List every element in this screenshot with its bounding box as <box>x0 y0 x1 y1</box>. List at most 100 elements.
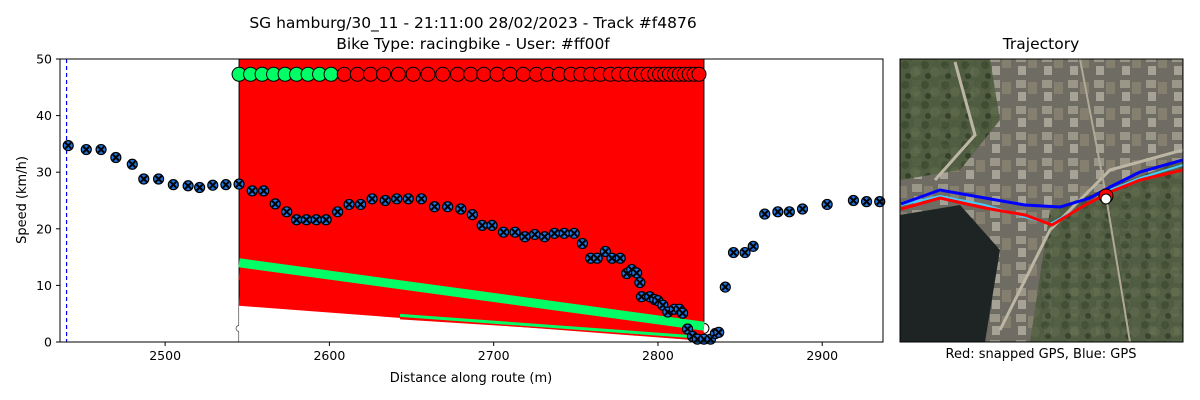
speed-point <box>529 228 541 241</box>
speed-point-cross <box>511 228 519 236</box>
speed-point-cross <box>608 254 616 262</box>
speed-point <box>759 208 771 220</box>
speed-point-cross <box>322 216 330 224</box>
speed-point <box>821 198 833 211</box>
top-marker-red <box>390 66 406 82</box>
speed-point-cross <box>443 203 452 211</box>
speed-point <box>110 151 122 164</box>
speed-point-cross <box>593 254 601 262</box>
speed-point <box>874 196 886 208</box>
map-snapped-track <box>900 168 1183 227</box>
speed-point-cross <box>417 195 426 203</box>
speed-point <box>568 227 580 239</box>
y-tick-label: 20 <box>36 221 52 236</box>
speed-point-cross <box>468 210 477 219</box>
top-marker-red <box>362 66 378 82</box>
speed-point-cross <box>521 233 529 241</box>
speed-point-cross <box>823 200 831 209</box>
band-line <box>238 258 705 331</box>
top-marker-red <box>476 66 492 82</box>
top-markers-layer <box>231 66 707 82</box>
map-caption: Red: snapped GPS, Blue: GPS <box>946 347 1137 362</box>
speed-point-cross <box>849 196 858 205</box>
speed-point <box>182 180 194 192</box>
speed-plot: 2500 2600 2700 2800 2900 0 10 20 30 40 50 <box>36 52 886 363</box>
speed-point <box>558 227 570 239</box>
speed-point-cross <box>876 197 884 206</box>
speed-point-cross <box>531 230 539 239</box>
speed-point <box>576 237 588 250</box>
speed-point <box>194 181 206 194</box>
map-trees-nw <box>900 59 1000 180</box>
speed-point-cross <box>632 269 641 277</box>
speed-point-cross <box>235 180 243 188</box>
speed-point <box>796 203 809 215</box>
speed-point <box>428 201 441 213</box>
speed-point-cross <box>282 208 291 216</box>
top-marker-red <box>489 66 505 82</box>
speed-point-cross <box>550 229 559 238</box>
speed-point-cross <box>312 216 320 224</box>
speed-point-cross <box>393 195 401 203</box>
speed-point-cross <box>271 200 279 208</box>
speed-point <box>739 246 751 259</box>
speed-point <box>630 267 643 279</box>
speed-point <box>290 214 303 226</box>
speed-point <box>310 214 322 226</box>
speed-point-cross <box>82 145 90 154</box>
speed-point-cross <box>209 181 217 189</box>
speed-point <box>747 240 759 252</box>
speed-point-cross <box>128 160 136 168</box>
speed-point <box>95 143 107 156</box>
top-marker-red <box>691 66 707 82</box>
x-ticks: 2500 2600 2700 2800 2900 <box>149 342 838 363</box>
top-marker-red <box>405 66 421 82</box>
speed-point <box>379 194 391 207</box>
speed-point <box>719 281 731 293</box>
speed-point-cross <box>636 278 644 287</box>
speed-point <box>167 179 179 191</box>
x-tick-label: 2700 <box>478 348 510 363</box>
speed-point <box>80 143 92 156</box>
y-tick-label: 50 <box>36 52 52 67</box>
speed-point-cross <box>368 195 376 203</box>
map-frame <box>899 58 1184 343</box>
speed-point-cross <box>356 200 365 209</box>
speed-point <box>233 178 245 190</box>
map-gps-track <box>900 158 1183 209</box>
speed-point <box>391 193 403 205</box>
speed-point <box>332 206 344 218</box>
band-line <box>399 313 705 339</box>
speed-point <box>246 185 258 197</box>
x-tick-label: 2600 <box>313 348 345 363</box>
speed-point-cross <box>798 205 807 213</box>
speed-point-cross <box>637 293 646 301</box>
speed-point-cross <box>195 183 204 192</box>
speed-point <box>152 173 165 185</box>
speed-point-cross <box>601 247 610 256</box>
speed-point <box>343 198 355 211</box>
x-tick-label: 2500 <box>149 348 181 363</box>
speed-point <box>281 206 293 218</box>
speed-point-cross <box>345 200 353 209</box>
speed-point <box>258 185 270 197</box>
map-title: Trajectory <box>1002 35 1080 53</box>
speed-point-cross <box>729 248 738 257</box>
y-tick-label: 0 <box>44 335 52 350</box>
y-tick-label: 40 <box>36 108 52 123</box>
top-marker-red <box>376 66 392 82</box>
speed-point-cross <box>616 254 624 262</box>
speed-point-cross <box>785 208 794 216</box>
x-tick-label: 2800 <box>642 348 674 363</box>
top-marker-red <box>336 66 352 82</box>
speed-point <box>207 179 219 191</box>
speed-point <box>614 252 626 264</box>
y-axis-label: Speed (km/h) <box>15 156 30 244</box>
speed-point-cross <box>578 239 587 248</box>
top-marker-green <box>323 66 339 82</box>
speed-point-cross <box>862 197 871 206</box>
speed-point <box>220 179 232 191</box>
speed-point-cross <box>248 187 256 195</box>
speed-point-cross <box>488 221 496 230</box>
